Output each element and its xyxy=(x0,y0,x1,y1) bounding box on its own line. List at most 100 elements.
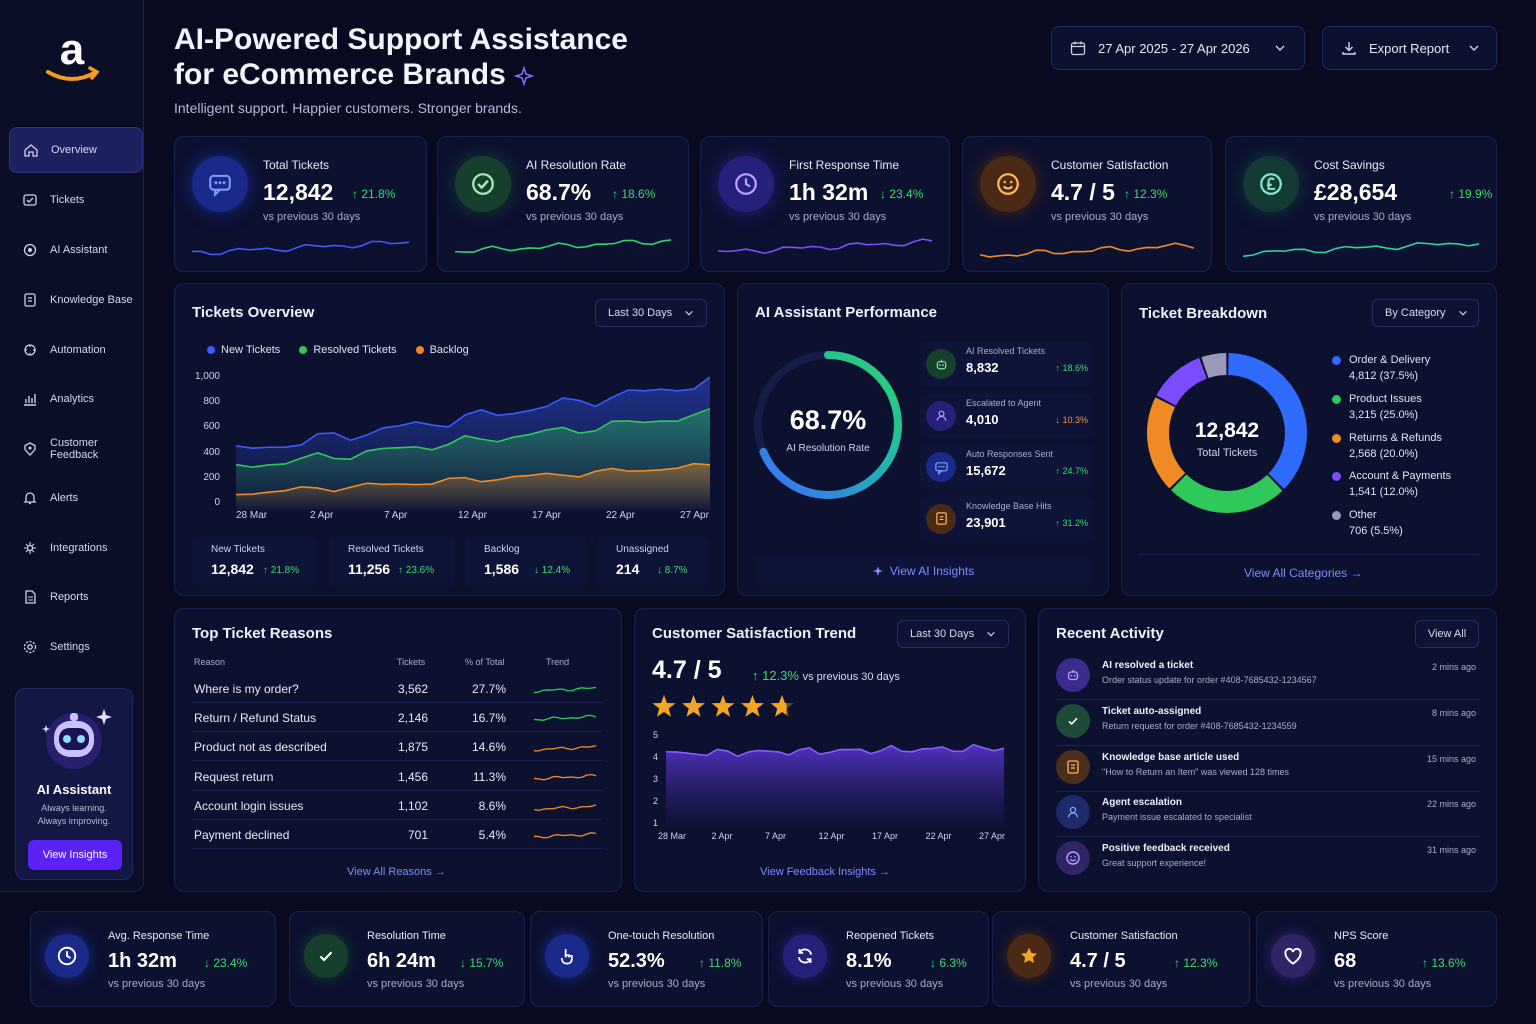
tickets-line-chart xyxy=(236,376,710,510)
table-row[interactable]: Return / Refund Status 2,146 16.7% xyxy=(192,703,602,733)
bottom-kpi-one-touch-resolution[interactable]: One-touch Resolution 52.3% ↑ 11.8% vs previ… xyxy=(530,911,763,1007)
check-circle-icon-badge xyxy=(455,156,511,212)
kpi-card-first-response-time[interactable]: First Response Time 1h 32m ↓ 23.4% vs previ… xyxy=(700,136,950,272)
bottom-kpi-change: ↑ 12.3% xyxy=(1174,956,1218,970)
bottom-kpi-title: Resolution Time xyxy=(367,930,446,942)
sidebar-item-automation[interactable]: Automation xyxy=(9,327,143,373)
sidebar-item-settings[interactable]: Settings xyxy=(9,624,143,670)
view-all-categories-link[interactable]: View All Categories → xyxy=(1244,566,1363,580)
sidebar-item-ai-assistant[interactable]: AI Assistant xyxy=(9,227,143,273)
bottom-kpi-subtext: vs previous 30 days xyxy=(1070,978,1168,990)
activity-item[interactable]: Knowledge base article used "How to Retur… xyxy=(1056,746,1480,792)
x-tick-label: 17 Apr xyxy=(532,510,561,521)
csat-change: ↑ 12.3% vs previous 30 days xyxy=(752,668,900,683)
reason-tickets: 1,456 xyxy=(397,769,428,784)
heart-icon xyxy=(1284,947,1302,965)
csat-range-dropdown[interactable]: Last 30 Days xyxy=(897,620,1009,648)
stat-value: 12,842 xyxy=(211,561,254,577)
activity-item[interactable]: AI resolved a ticket Order status update … xyxy=(1056,654,1480,700)
reason-text: Account login issues xyxy=(194,798,304,813)
star-icon xyxy=(770,695,794,717)
breakdown-dropdown-value: By Category xyxy=(1385,307,1446,319)
kpi-card-total-tickets[interactable]: Total Tickets 12,842 ↑ 21.8% vs previous 30… xyxy=(174,136,427,272)
kpi-card-customer-satisfaction[interactable]: Customer Satisfaction 4.7 / 5 ↑ 12.3% vs pr… xyxy=(962,136,1212,272)
date-range-picker[interactable]: 27 Apr 2025 - 27 Apr 2026 xyxy=(1051,26,1305,70)
chat-icon-badge xyxy=(926,452,956,482)
csat-area xyxy=(666,744,1004,828)
view-all-reasons-link[interactable]: View All Reasons → xyxy=(347,866,446,878)
user-icon-badge xyxy=(926,400,956,431)
sidebar-item-analytics[interactable]: Analytics xyxy=(9,376,143,422)
kpi-sparkline xyxy=(1243,242,1479,258)
sidebar-item-reports[interactable]: Reports xyxy=(9,574,143,620)
pound-icon-badge xyxy=(1243,156,1299,212)
donut-slice-order-delivery[interactable] xyxy=(1228,353,1307,490)
download-icon xyxy=(1342,42,1356,55)
activity-item[interactable]: Agent escalation Payment issue escalated … xyxy=(1056,791,1480,838)
view-ai-insights-link[interactable]: View AI Insights xyxy=(755,556,1091,586)
bottom-kpi-customer-satisfaction[interactable]: Customer Satisfaction 4.7 / 5 ↑ 12.3% vs pr… xyxy=(992,911,1250,1007)
donut-slice-returns-refunds[interactable] xyxy=(1147,397,1186,489)
sidebar-item-label: Customer Feedback xyxy=(50,437,99,461)
donut-slice-other[interactable] xyxy=(1201,353,1227,379)
legend-detail: 2,568 (20.0%) xyxy=(1349,447,1419,460)
reason-pct: 14.6% xyxy=(471,740,506,755)
col-trend: Trend xyxy=(546,657,570,667)
donut-slice-product-issues[interactable] xyxy=(1171,474,1283,513)
kpi-value: 68.7% xyxy=(526,179,592,205)
hand-icon xyxy=(560,949,573,965)
table-row[interactable]: Request return 1,456 11.3% xyxy=(192,762,602,791)
export-report-button[interactable]: Export Report xyxy=(1322,26,1497,70)
kpi-value: 1h 32m xyxy=(789,179,869,205)
bottom-kpi-resolution-time[interactable]: Resolution Time 6h 24m ↓ 15.7% vs previous … xyxy=(289,911,525,1007)
table-row[interactable]: Account login issues 1,102 8.6% xyxy=(192,791,602,820)
sidebar-item-customer-feedback[interactable]: Customer Feedback xyxy=(9,426,143,472)
kpi-card-cost-savings[interactable]: Cost Savings £28,654 ↑ 19.9% vs previous 30… xyxy=(1225,136,1497,272)
breakdown-dropdown[interactable]: By Category xyxy=(1372,299,1479,327)
bottom-kpi-value: 6h 24m xyxy=(367,950,436,972)
sidebar-item-tickets[interactable]: Tickets xyxy=(9,177,143,223)
bottom-kpi-value: 68 xyxy=(1334,950,1357,972)
activity-item[interactable]: Positive feedback received Great support … xyxy=(1056,837,1480,883)
donut-slice-account-payments[interactable] xyxy=(1156,358,1207,406)
recent-activity-card xyxy=(1038,608,1497,892)
star-icon xyxy=(711,695,735,717)
kpi-sparkline xyxy=(980,242,1194,258)
legend-text: Account & Payments 1,541 (12.0%) xyxy=(1349,468,1499,500)
assistant-line1: Always learning. xyxy=(41,803,107,813)
ai-assistant-card: AI Assistant Always learning. Always imp… xyxy=(15,688,133,880)
bottom-kpi-change: ↓ 15.7% xyxy=(460,956,504,970)
bottom-kpi-reopened-tickets[interactable]: Reopened Tickets 8.1% ↓ 6.3% vs previous 30… xyxy=(768,911,989,1007)
ticket-breakdown-card xyxy=(1121,283,1497,596)
activity-item[interactable]: Ticket auto-assigned Return request for o… xyxy=(1056,700,1480,746)
view-insights-button[interactable]: View Insights xyxy=(28,840,122,870)
clock-icon-badge xyxy=(718,156,774,212)
sidebar-item-integrations[interactable]: Integrations xyxy=(9,525,143,571)
book-icon xyxy=(24,293,36,307)
table-row[interactable]: Product not as described 1,875 14.6% xyxy=(192,732,602,762)
bottom-kpi-value: 8.1% xyxy=(846,950,892,972)
table-row[interactable]: Payment declined 701 5.4% xyxy=(192,820,602,849)
sidebar-item-overview[interactable]: Overview xyxy=(9,127,143,173)
sidebar-item-alerts[interactable]: Alerts xyxy=(9,475,143,521)
reason-trend-sparkline xyxy=(534,715,597,722)
sidebar-item-knowledge-base[interactable]: Knowledge Base xyxy=(9,277,143,323)
clock-icon xyxy=(735,173,757,195)
view-all-activity-button[interactable]: View All xyxy=(1415,620,1479,648)
view-feedback-insights-link[interactable]: View Feedback Insights → xyxy=(760,866,891,878)
stat-label: Resolved Tickets xyxy=(348,544,424,555)
tickets-range-dropdown[interactable]: Last 30 Days xyxy=(595,299,707,327)
bottom-kpi-avg-response-time[interactable]: Avg. Response Time 1h 32m ↓ 23.4% vs previo… xyxy=(30,911,276,1007)
svg-text:a: a xyxy=(60,26,85,74)
x-tick-label: 27 Apr xyxy=(979,831,1006,841)
activity-time: 2 mins ago xyxy=(1431,662,1476,672)
table-row[interactable]: Where is my order? 3,562 27.7% xyxy=(192,674,602,703)
ai-resolution-ring xyxy=(754,351,902,499)
reason-text: Return / Refund Status xyxy=(194,711,317,726)
brand-logo[interactable]: a xyxy=(42,26,102,86)
kpi-card-ai-resolution-rate[interactable]: AI Resolution Rate 68.7% ↑ 18.6% vs previou… xyxy=(437,136,689,272)
bottom-kpi-nps-score[interactable]: NPS Score 68 ↑ 13.6% vs previous 30 days xyxy=(1256,911,1497,1007)
robot-icon xyxy=(1067,670,1079,681)
stat-change: ↓ 8.7% xyxy=(657,565,688,576)
csat-score: 4.7 / 5 xyxy=(652,656,722,684)
